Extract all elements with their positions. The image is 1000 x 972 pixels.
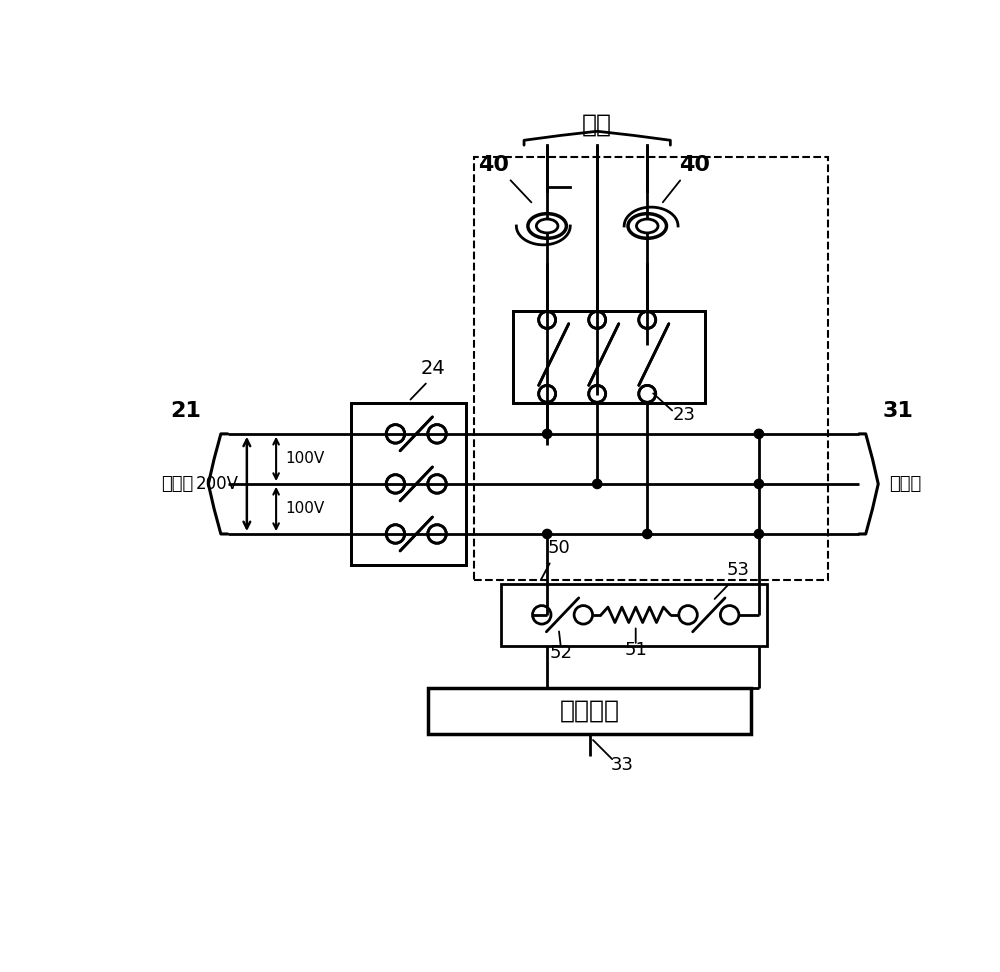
Bar: [512, 311, 705, 403]
Circle shape: [754, 479, 764, 489]
Bar: [512, 311, 705, 403]
Text: 24: 24: [421, 359, 446, 378]
Circle shape: [643, 530, 652, 538]
Circle shape: [543, 530, 552, 538]
Text: 31: 31: [882, 400, 913, 421]
Text: 40: 40: [679, 155, 710, 175]
Bar: [512, 311, 705, 403]
Bar: [474, 156, 828, 580]
Text: 50: 50: [547, 539, 570, 557]
Bar: [501, 584, 767, 645]
Text: 200V: 200V: [196, 475, 239, 493]
Text: 100V: 100V: [286, 451, 325, 467]
Bar: [351, 403, 466, 565]
Bar: [351, 403, 466, 565]
Text: 逆变器: 逆变器: [161, 475, 194, 493]
Ellipse shape: [536, 219, 558, 233]
Bar: [428, 688, 751, 734]
Text: 燃料电池: 燃料电池: [560, 699, 620, 723]
Text: 52: 52: [550, 644, 573, 662]
Circle shape: [593, 479, 602, 489]
Circle shape: [543, 430, 552, 438]
Circle shape: [754, 430, 764, 438]
Circle shape: [754, 530, 764, 538]
Text: 23: 23: [673, 406, 696, 424]
Text: 40: 40: [478, 155, 509, 175]
Text: 51: 51: [624, 641, 647, 659]
Text: 电网: 电网: [582, 113, 612, 136]
Text: 53: 53: [727, 561, 750, 578]
Text: 100V: 100V: [286, 502, 325, 516]
Text: 21: 21: [170, 400, 201, 421]
Text: 33: 33: [610, 755, 633, 774]
Bar: [351, 403, 466, 565]
Ellipse shape: [636, 219, 658, 233]
Text: 配电板: 配电板: [889, 475, 921, 493]
